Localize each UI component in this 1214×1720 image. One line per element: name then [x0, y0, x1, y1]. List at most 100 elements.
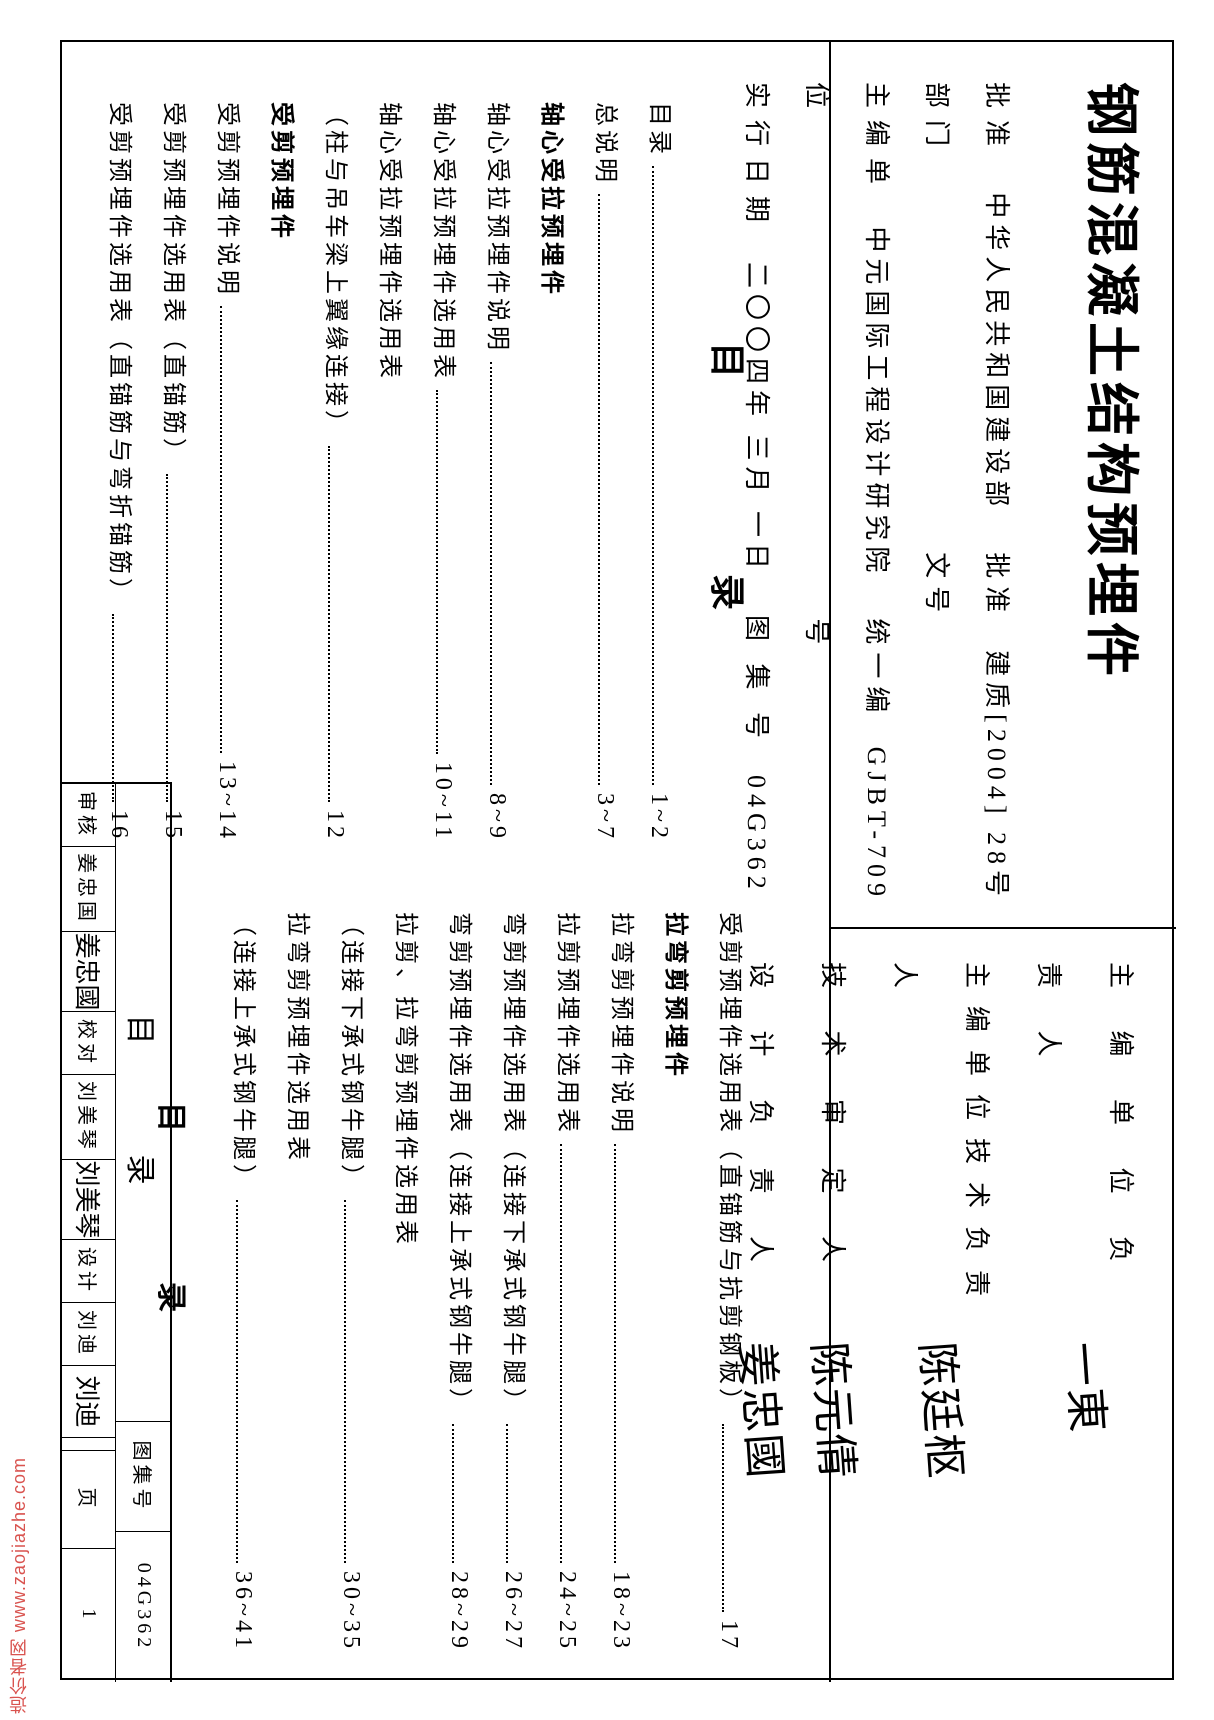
signer-role: 主 编 单 位 负 责 人	[1012, 962, 1156, 1342]
toc-row: （连接下承式钢牛腿） 30~35	[324, 912, 378, 1652]
toc-leader	[344, 1200, 346, 1563]
toc-page: 13~14	[200, 761, 254, 842]
toc-leader	[112, 614, 114, 802]
toc-leader	[560, 1144, 562, 1563]
toc-column-left: 目录1~2总说明3~7轴心受拉预埋件轴心受拉预埋件说明8~9轴心受拉预埋件选用表…	[92, 102, 686, 842]
toc-label: 目录	[632, 102, 686, 158]
toc-label: 弯剪预埋件选用表（连接下承式钢牛腿）	[486, 912, 540, 1416]
toc-row: 弯剪预埋件选用表（连接上承式钢牛腿）28~29	[432, 912, 486, 1652]
page-label: 页	[62, 1451, 116, 1549]
toc-label: 受剪预埋件选用表（直锚筋）	[146, 102, 200, 466]
toc-row: 受剪预埋件	[254, 102, 308, 842]
toc-label: 轴心受拉预埋件选用表	[362, 102, 416, 382]
toc-row: 弯剪预埋件选用表（连接下承式钢牛腿） 26~27	[486, 912, 540, 1652]
info-row: 批准部门中华人民共和国建设部批准文号建质[2004] 28号	[906, 82, 1026, 902]
toc-row: 轴心受拉预埋件说明 8~9	[470, 102, 524, 842]
info-value2: 建质[2004] 28号	[906, 650, 1026, 902]
toc-label: 拉剪、拉弯剪预埋件选用表	[378, 912, 432, 1248]
toc-leader	[220, 306, 222, 753]
info-key2: 批准文号	[906, 552, 1026, 650]
toc-row: （柱与吊车梁上翼缘连接）12	[308, 102, 362, 842]
toc-heading-left: 目 录	[704, 342, 756, 690]
tb-name: 姜忠国	[62, 847, 116, 932]
toc-leader	[490, 362, 492, 785]
signature-row: 主编单位技术负责人陈廷枢	[868, 962, 1012, 1662]
tb-role: 审核	[62, 784, 116, 847]
toc-label: 轴心受拉预埋件说明	[470, 102, 524, 354]
toc-leader	[614, 1144, 616, 1563]
toc-label: 拉剪预埋件选用表	[540, 912, 594, 1136]
document-frame: 钢筋混凝土结构预埋件 批准部门中华人民共和国建设部批准文号建质[2004] 28…	[62, 42, 1176, 1682]
toc-label: 受剪预埋件选用表（直锚筋与弯折锚筋）	[92, 102, 146, 606]
toc-label: 受剪预埋件	[254, 102, 308, 242]
toc-row: 拉剪预埋件选用表 24~25	[540, 912, 594, 1652]
toc-label: 轴心受拉预埋件	[524, 102, 578, 298]
toc-column-right: 受剪预埋件选用表（直锚筋与抗剪钢板）17拉弯剪预埋件拉弯剪预埋件说明18~23拉…	[216, 912, 756, 1652]
signature-row: 主 编 单 位 负 责 人一東	[1012, 962, 1156, 1662]
toc-leader	[328, 446, 330, 802]
toc-row: 目录 1~2	[632, 102, 686, 842]
tb-name: 刘美琴	[62, 1075, 116, 1160]
tb-role: 校对	[62, 1012, 116, 1075]
toc-page: 24~25	[540, 1571, 594, 1652]
toc-row: 轴心受拉预埋件选用表10~11	[416, 102, 470, 842]
toc-page: 26~27	[486, 1571, 540, 1652]
toc-leader	[722, 1424, 724, 1612]
signatures-block: 主 编 单 位 负 责 人一東主编单位技术负责人陈廷枢技 术 审 定 人陈元倩设…	[724, 962, 1156, 1662]
toc-leader	[236, 1200, 238, 1563]
toc-label: 拉弯剪预埋件说明	[594, 912, 648, 1136]
toc-row: （连接上承式钢牛腿） 36~41	[216, 912, 270, 1652]
watermark: 造价者网 www.zaojiazhe.com	[6, 1457, 32, 1714]
info-key: 主编单位	[786, 82, 906, 226]
toc-row: 拉剪、拉弯剪预埋件选用表	[378, 912, 432, 1652]
info-block: 批准部门中华人民共和国建设部批准文号建质[2004] 28号主编单位中元国际工程…	[726, 82, 1026, 902]
toc-row: 轴心受拉预埋件	[524, 102, 578, 842]
info-value2: GJBT-709	[786, 747, 906, 902]
toc-label: （连接上承式钢牛腿）	[216, 912, 270, 1192]
info-value: 中元国际工程设计研究院	[786, 226, 906, 578]
tb-role: 设计	[62, 1240, 116, 1303]
toc-leader	[652, 166, 654, 785]
toc-label: 受剪预埋件选用表（直锚筋与抗剪钢板）	[702, 912, 756, 1416]
toc-row: 总说明 3~7	[578, 102, 632, 842]
toc-page: 17	[702, 1620, 756, 1652]
toc-page: 30~35	[324, 1571, 378, 1652]
toc-label: （柱与吊车梁上翼缘连接）	[308, 102, 362, 438]
toc-row: 拉弯剪预埋件说明 18~23	[594, 912, 648, 1652]
atlas-no: 04G362	[117, 1532, 171, 1682]
toc-row: 受剪预埋件说明13~14	[200, 102, 254, 842]
toc-page: 1~2	[632, 793, 686, 842]
toc-leader	[436, 390, 438, 754]
info-value: 中华人民共和国建设部	[906, 192, 1026, 512]
toc-row: 轴心受拉预埋件选用表	[362, 102, 416, 842]
tb-spacer	[62, 1438, 116, 1451]
info-value2: 04G362	[726, 775, 786, 895]
toc-page: 8~9	[470, 793, 524, 842]
toc-row: 受剪预埋件选用表（直锚筋与弯折锚筋）16	[92, 102, 146, 842]
page-border: 钢筋混凝土结构预埋件 批准部门中华人民共和国建设部批准文号建质[2004] 28…	[60, 40, 1174, 1680]
toc-leader	[598, 194, 600, 785]
tb-signature: 刘迪	[62, 1366, 116, 1438]
toc-row: 受剪预埋件选用表（直锚筋）15	[146, 102, 200, 842]
info-row: 主编单位中元国际工程设计研究院统一编号GJBT-709	[786, 82, 906, 902]
toc-row: 受剪预埋件选用表（直锚筋与抗剪钢板） 17	[702, 912, 756, 1652]
toc-page: 18~23	[594, 1571, 648, 1652]
toc-label: （连接下承式钢牛腿）	[324, 912, 378, 1192]
signer-role: 技 术 审 定 人	[796, 962, 868, 1342]
toc-page: 36~41	[216, 1571, 270, 1652]
info-key: 批准部门	[906, 82, 1026, 192]
info-key2: 统一编号	[786, 618, 906, 746]
atlas-label: 图集号	[117, 1422, 171, 1532]
toc-label: 弯剪预埋件选用表（连接上承式钢牛腿）	[432, 912, 486, 1416]
toc-row: 拉弯剪预埋件选用表	[270, 912, 324, 1652]
toc-label: 拉弯剪预埋件选用表	[270, 912, 324, 1164]
signer-name: 陈廷枢	[899, 1340, 980, 1483]
toc-page: 3~7	[578, 793, 632, 842]
toc-label: 总说明	[578, 102, 632, 186]
signer-role: 主编单位技术负责人	[868, 962, 1012, 1342]
toc-label: 拉弯剪预埋件	[648, 912, 702, 1080]
toc-label: 轴心受拉预埋件选用表	[416, 102, 470, 382]
signature-row: 技 术 审 定 人陈元倩	[796, 962, 868, 1662]
header-vline	[831, 927, 1176, 929]
tb-signature: 刘美琴	[62, 1160, 116, 1240]
